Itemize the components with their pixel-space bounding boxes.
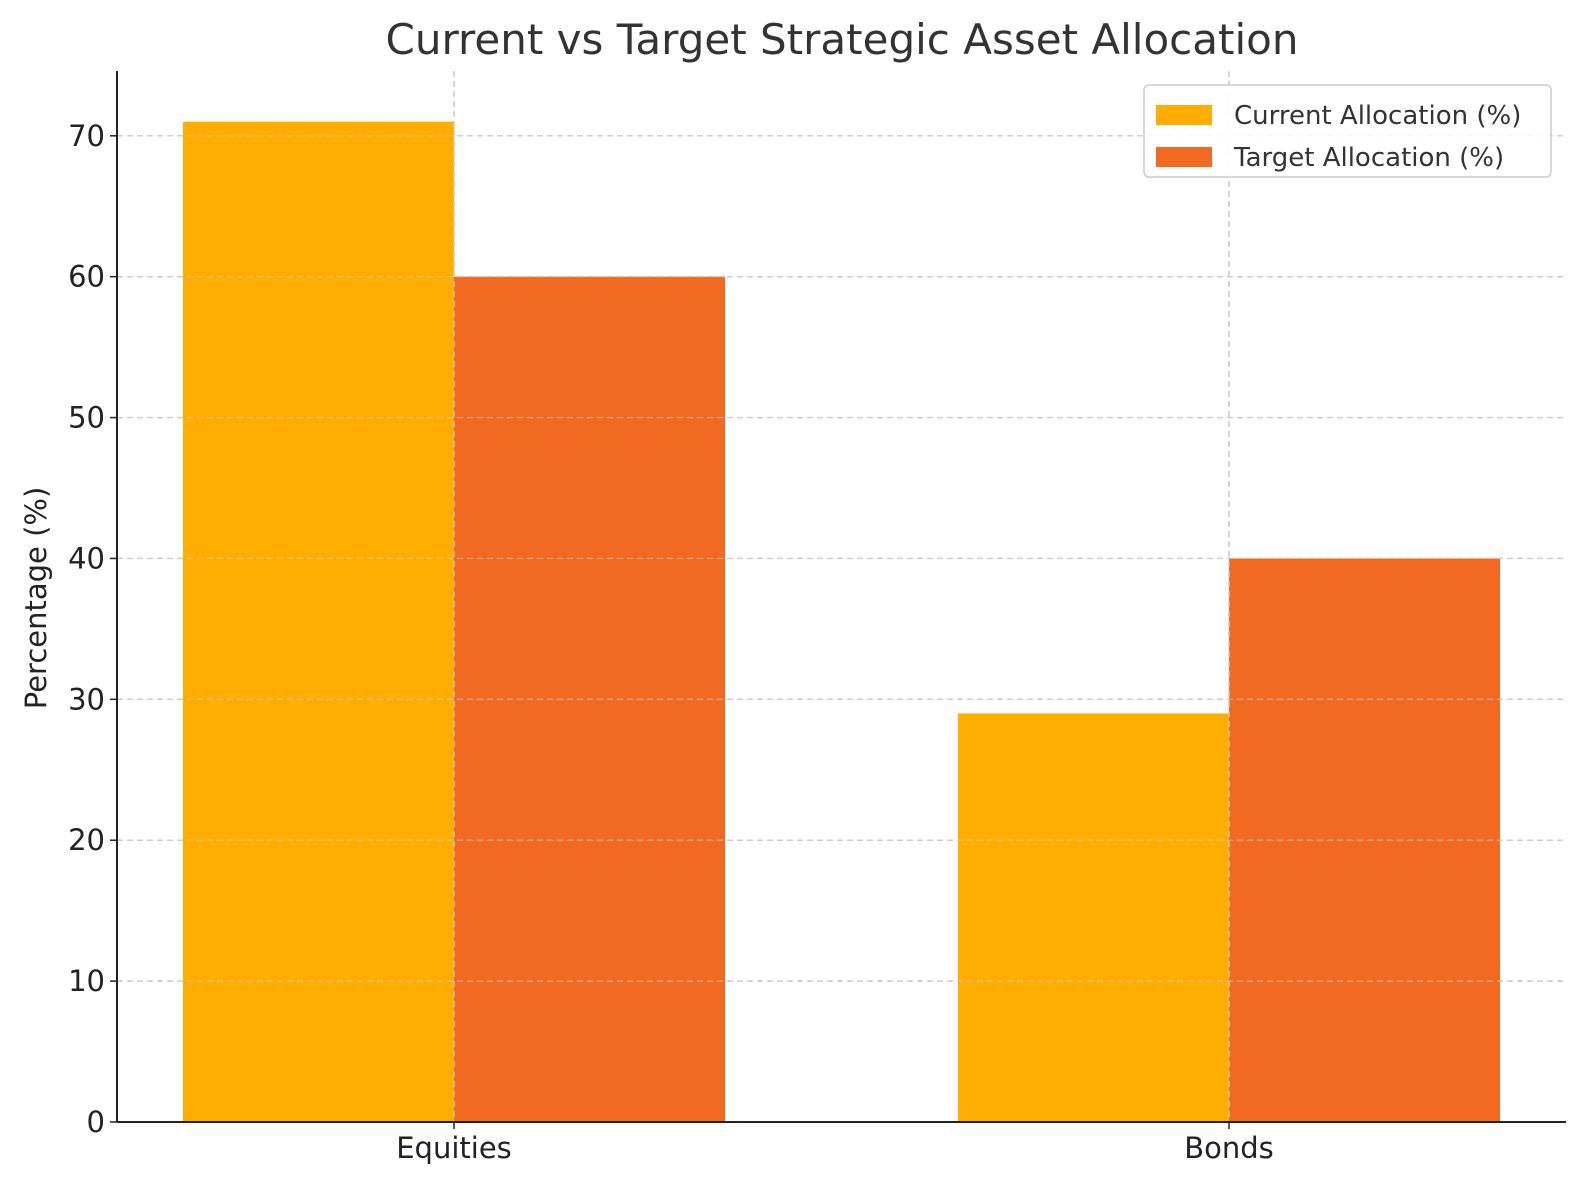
legend: Current Allocation (%) Target Allocation … — [1143, 84, 1552, 178]
y-tick-label: 50 — [68, 401, 105, 435]
x-tick-label: Equities — [396, 1131, 512, 1165]
bar-target-bonds — [1229, 558, 1500, 1122]
bars — [117, 71, 1566, 1123]
y-tick-label: 40 — [68, 541, 105, 575]
legend-label-current: Current Allocation (%) — [1234, 101, 1521, 131]
bar-current-equities — [183, 121, 454, 1122]
y-tick-label: 0 — [87, 1105, 105, 1139]
chart-title: Current vs Target Strategic Asset Alloca… — [386, 15, 1299, 64]
y-tick-label: 20 — [68, 823, 105, 857]
legend-box — [1143, 84, 1552, 178]
y-axis-label: Percentage (%) — [19, 487, 53, 710]
bar-current-bonds — [958, 713, 1229, 1122]
y-tick-label: 70 — [68, 119, 105, 153]
legend-swatch-target — [1156, 147, 1212, 167]
x-tick-label: Bonds — [1184, 1131, 1274, 1165]
y-tick-label: 60 — [68, 260, 105, 294]
axes — [110, 71, 1566, 1129]
legend-swatch-current — [1156, 105, 1212, 125]
tick-labels: 0 10 20 30 40 50 60 70 Equities Bonds — [68, 119, 1274, 1165]
y-tick-label: 10 — [68, 964, 105, 998]
legend-label-target: Target Allocation (%) — [1233, 143, 1504, 173]
y-tick-label: 30 — [68, 682, 105, 716]
